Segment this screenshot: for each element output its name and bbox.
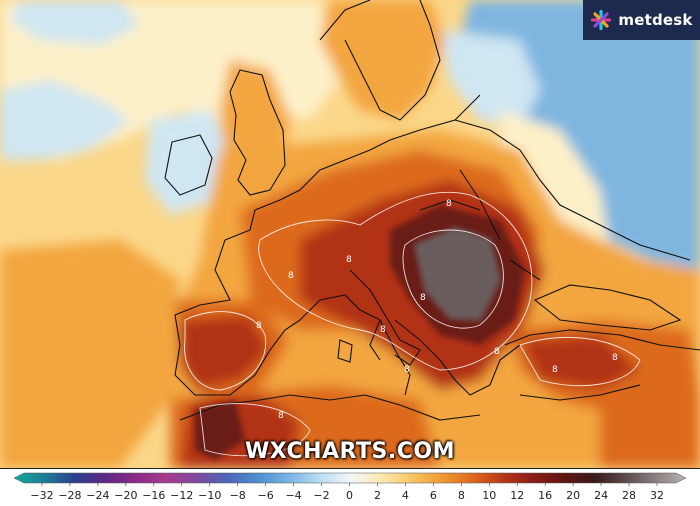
very-hot-region-anatolia bbox=[520, 335, 640, 390]
color-scale-svg: −32 −28 −24 −20 −16 −12 −10 −8 −6 −4 −2 0 2 4 6 8 10 12 16… bbox=[13, 472, 687, 502]
border-east bbox=[419, 119, 691, 281]
contour-8-turkey bbox=[519, 337, 641, 387]
contour-8-iberia bbox=[184, 311, 267, 391]
contour-label: 8 bbox=[380, 325, 386, 335]
contour-8-africa bbox=[199, 403, 311, 457]
color-scale-tick-label: 2 bbox=[374, 489, 381, 502]
color-scale-tick-label: −4 bbox=[285, 489, 301, 502]
contour-label: 8 bbox=[256, 321, 262, 331]
color-scale-gradient bbox=[13, 472, 687, 484]
wxcharts-watermark: WXCHARTS.COM bbox=[245, 439, 455, 464]
cool-region-atlantic-west bbox=[0, 80, 130, 160]
color-scale-ticks: −32 −28 −24 −20 −16 −12 −10 −8 −6 −4 −2 0 2 4 6 8 10 12 16… bbox=[30, 483, 664, 502]
color-scale-tick-label: −28 bbox=[58, 489, 81, 502]
coast-europe bbox=[174, 94, 521, 396]
peak-region-carpathian bbox=[415, 228, 500, 320]
color-scale-tick-label: −32 bbox=[30, 489, 53, 502]
color-scale-tick-label: 12 bbox=[510, 489, 524, 502]
color-scale-tick-label: −8 bbox=[230, 489, 246, 502]
warm-region-atlantic-south bbox=[0, 240, 180, 468]
cool-region-ireland bbox=[145, 110, 230, 215]
hot-region-middle-east bbox=[600, 400, 700, 468]
extreme-region-west-sahara bbox=[195, 400, 245, 460]
color-scale-tick-label: 10 bbox=[482, 489, 496, 502]
color-scale-tick-label: −16 bbox=[142, 489, 165, 502]
color-scale-tick-label: −2 bbox=[313, 489, 329, 502]
color-scale-tick-label: −6 bbox=[258, 489, 274, 502]
contour-12-hungary bbox=[402, 229, 504, 329]
metdesk-brand-name: metdesk bbox=[618, 11, 693, 29]
anomaly-field bbox=[0, 0, 700, 468]
coast-black-sea bbox=[533, 284, 682, 331]
color-scale-tick-label: −12 bbox=[170, 489, 193, 502]
coast-italy bbox=[337, 269, 421, 366]
coast-turkey bbox=[504, 329, 700, 401]
color-scale-tick-label: 0 bbox=[346, 489, 353, 502]
map-canvas: 8 8 8 8 8 8 8 8 8 8 8 bbox=[0, 0, 700, 468]
contour-label: 8 bbox=[288, 271, 294, 281]
color-scale-tick-label: −20 bbox=[114, 489, 137, 502]
contour-label: 8 bbox=[404, 365, 410, 375]
cool-region-iceland bbox=[10, 0, 140, 45]
color-scale-tick-label: 8 bbox=[458, 489, 465, 502]
very-hot-region-spain bbox=[180, 315, 270, 390]
color-scale-tick-label: −10 bbox=[198, 489, 221, 502]
coast-ireland bbox=[164, 134, 213, 196]
contour-labels: 8 8 8 8 8 8 8 8 8 8 8 bbox=[256, 199, 618, 421]
contours bbox=[184, 191, 641, 457]
contour-label: 8 bbox=[420, 293, 426, 303]
color-scale-tick-label: 20 bbox=[566, 489, 580, 502]
contour-label: 8 bbox=[346, 255, 352, 265]
temperature-anomaly-map: 8 8 8 8 8 8 8 8 8 8 8 metdesk WX bbox=[0, 0, 700, 469]
cool-region-baltic bbox=[440, 30, 540, 130]
color-scale-tick-label: −24 bbox=[86, 489, 109, 502]
contour-label: 8 bbox=[612, 353, 618, 363]
color-scale-tick-label: 28 bbox=[622, 489, 636, 502]
metdesk-logo-svg bbox=[591, 9, 612, 31]
coast-scandinavia bbox=[319, 0, 441, 121]
metdesk-logo-icon bbox=[590, 9, 612, 31]
contour-label: 8 bbox=[494, 347, 500, 357]
metdesk-brand-badge[interactable]: metdesk bbox=[583, 0, 700, 40]
coast-uk bbox=[229, 69, 286, 196]
color-scale-tick-label: 4 bbox=[402, 489, 409, 502]
color-scale-tick-label: 32 bbox=[650, 489, 664, 502]
color-scale-tick-label: 16 bbox=[538, 489, 552, 502]
color-scale-bar: −32 −28 −24 −20 −16 −12 −10 −8 −6 −4 −2 0 2 4 6 8 10 12 16… bbox=[0, 469, 700, 506]
contour-label: 8 bbox=[278, 411, 284, 421]
contour-label: 8 bbox=[552, 365, 558, 375]
contour-label: 8 bbox=[446, 199, 452, 209]
color-scale-tick-label: 24 bbox=[594, 489, 608, 502]
warm-region-scandinavia bbox=[320, 0, 445, 120]
borders bbox=[164, 0, 700, 421]
contour-8-central bbox=[258, 191, 533, 371]
color-scale-tick-label: 6 bbox=[430, 489, 437, 502]
anomaly-core bbox=[195, 205, 525, 460]
